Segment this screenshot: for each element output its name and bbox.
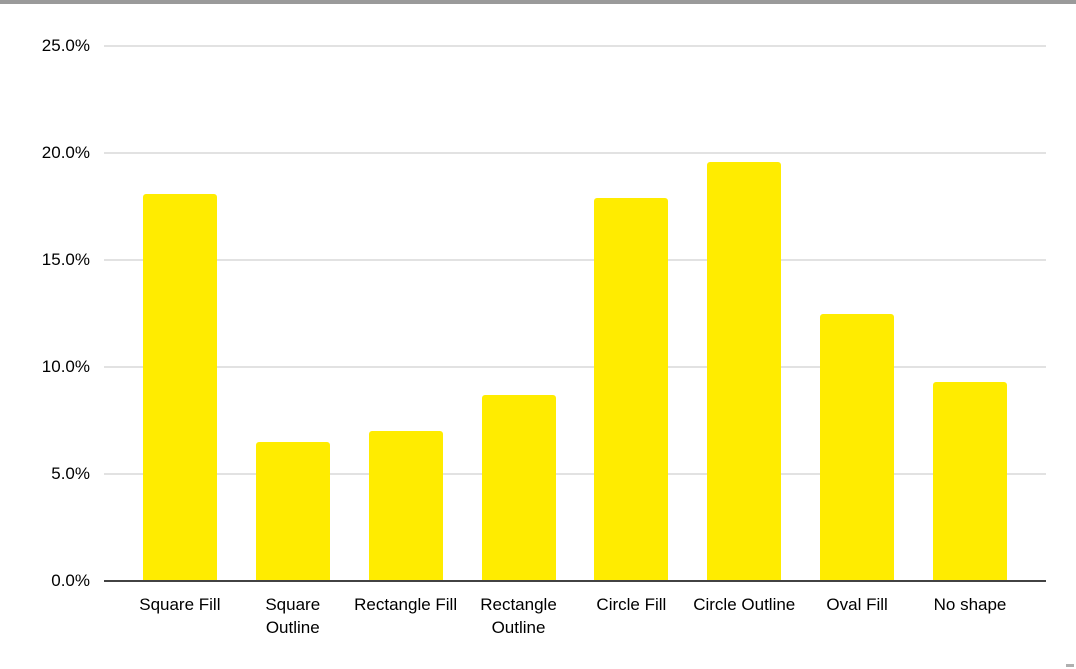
bar-rectangle-fill	[368, 431, 443, 581]
bars-row: Square Fill Square Outline Rectangle Fill R…	[104, 46, 1046, 637]
bar-square-outline	[255, 441, 330, 581]
category-cell-square-outline: Square Outline	[255, 46, 330, 637]
x-axis-label-square-fill: Square Fill	[139, 595, 221, 614]
gridline	[104, 366, 1046, 368]
category-cell-oval-fill: Oval Fill	[820, 46, 895, 614]
category-cell-square-fill: Square Fill	[139, 46, 221, 614]
x-axis-label-rectangle-outline: Rectangle Outline	[480, 595, 557, 637]
gridline	[104, 45, 1046, 47]
bar-circle-outline	[707, 161, 782, 581]
x-axis-label-oval-fill: Oval Fill	[826, 595, 888, 614]
y-axis-tick-label: 25.0%	[41, 36, 90, 55]
corner-resize-mark	[1066, 664, 1074, 667]
gridline	[104, 259, 1046, 261]
bar-circle-fill	[594, 197, 669, 581]
plot-area: 0.0% 5.0% 10.0% 15.0% 20.0% 25.0% Square Fill S…	[42, 36, 1046, 637]
y-axis-tick-label: 15.0%	[41, 250, 90, 269]
x-axis-line	[104, 580, 1046, 582]
gridline	[104, 152, 1046, 154]
x-axis-label-no-shape: No shape	[933, 595, 1007, 614]
y-axis-tick-label: 20.0%	[41, 143, 90, 162]
bar-square-fill	[142, 193, 217, 581]
category-cell-no-shape: No shape	[933, 46, 1007, 614]
category-cell-circle-fill: Circle Fill	[594, 46, 669, 614]
category-cell-rectangle-fill: Rectangle Fill	[354, 46, 457, 614]
gridline	[104, 473, 1046, 475]
x-axis-label-square-outline: Square Outline	[265, 595, 321, 637]
y-axis-tick-label: 5.0%	[51, 464, 90, 483]
category-cell-rectangle-outline: Rectangle Outline	[480, 46, 557, 637]
category-cell-circle-outline: Circle Outline	[693, 46, 795, 614]
bar-oval-fill	[820, 313, 895, 581]
bar-rectangle-outline	[481, 394, 556, 581]
bar-no-shape	[933, 381, 1007, 581]
x-axis-label-circle-outline: Circle Outline	[693, 595, 796, 614]
y-axis-tick-label: 0.0%	[51, 571, 90, 590]
y-axis-tick-label: 10.0%	[41, 357, 90, 376]
x-axis-label-rectangle-fill: Rectangle Fill	[354, 595, 458, 614]
x-axis-label-circle-fill: Circle Fill	[596, 595, 667, 614]
window-top-edge	[0, 0, 1076, 4]
